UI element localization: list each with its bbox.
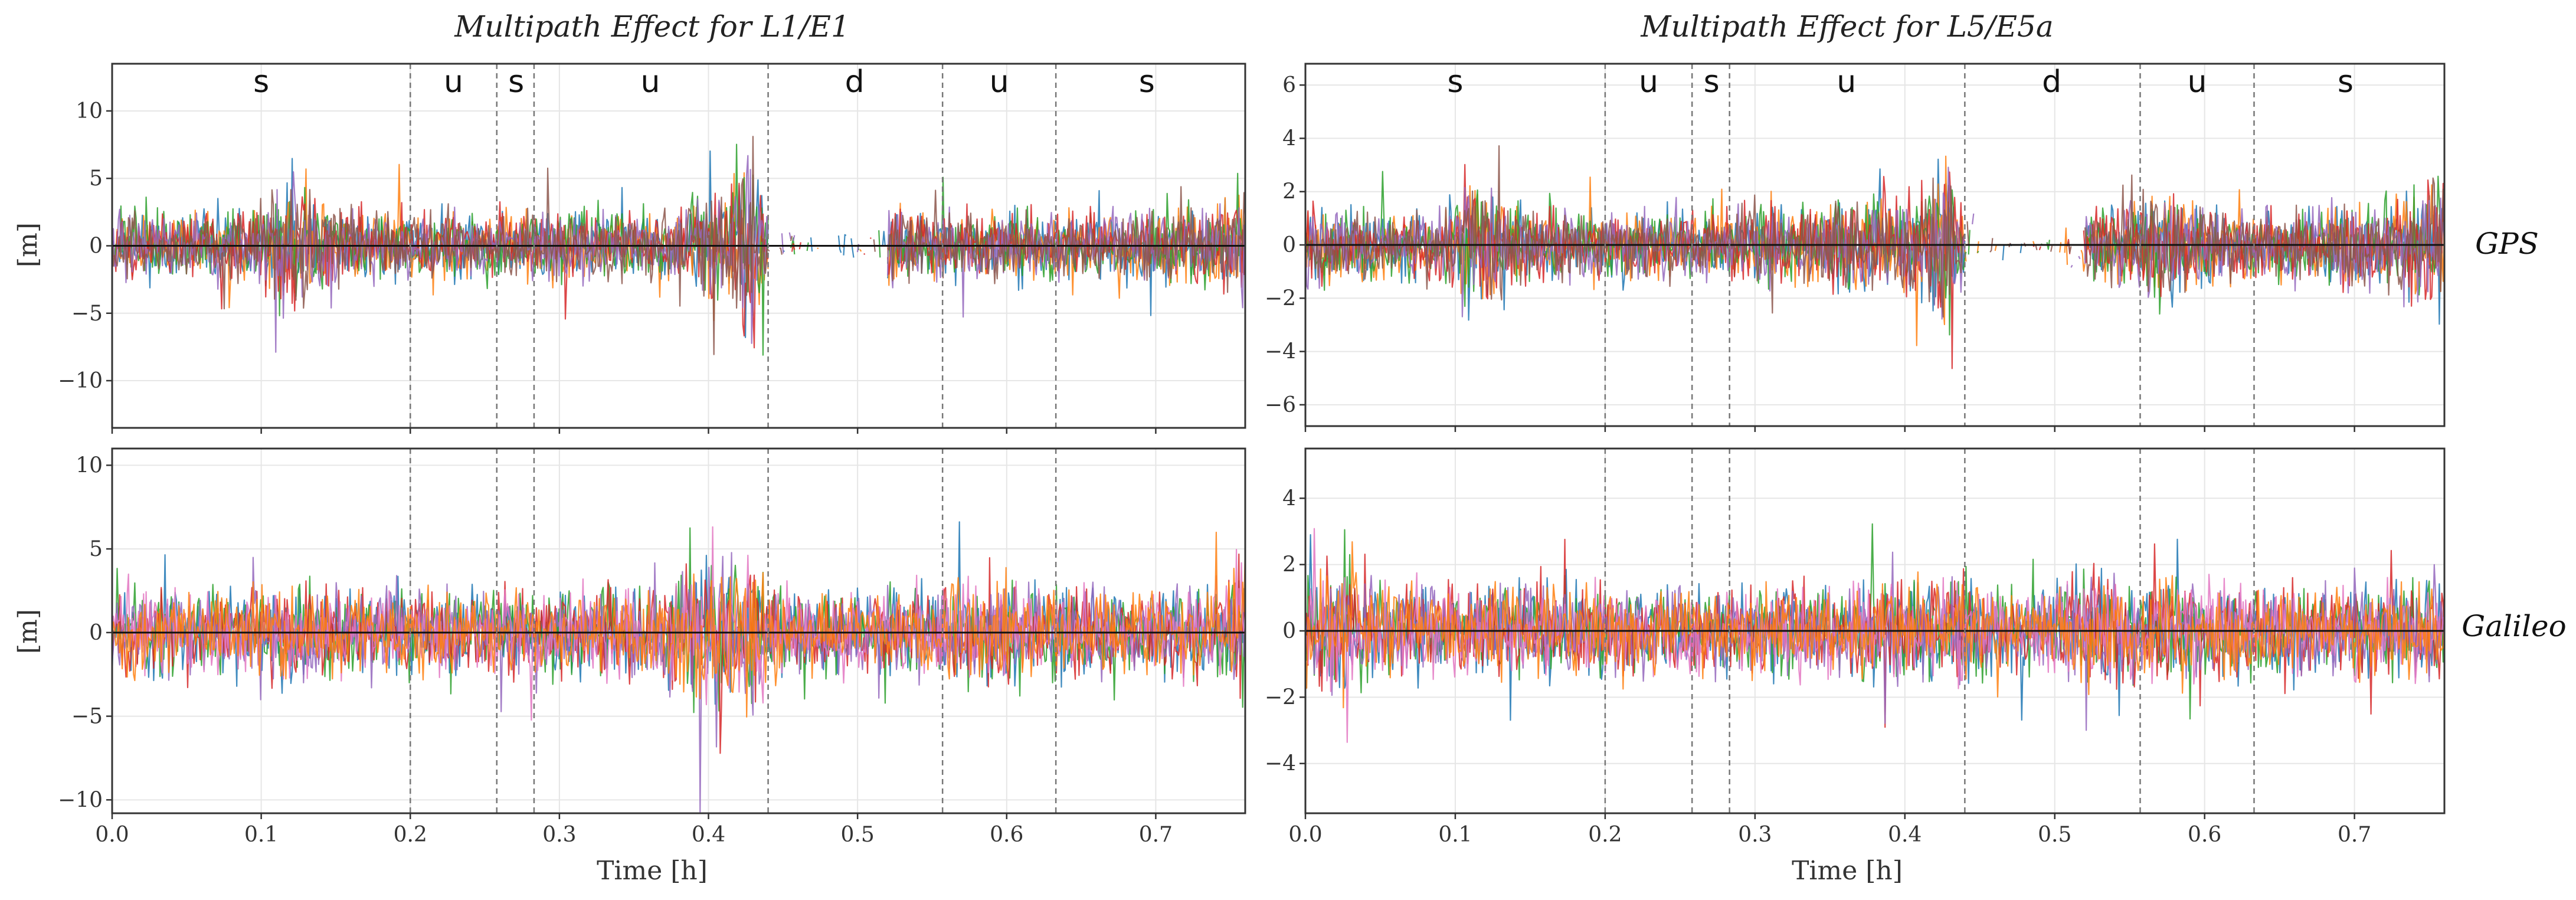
y-axis-label-top: [m] [13,222,43,267]
x-tick-label: 0.7 [1139,823,1173,847]
y-tick-label: −5 [71,705,103,729]
y-tick-label: 0 [89,621,103,645]
y-tick-label: 0 [1282,233,1296,257]
x-tick-label: 0.2 [394,823,427,847]
region-label: u [1837,64,1856,100]
row-label-gps: GPS [2475,227,2539,261]
x-tick-label: 0.4 [692,823,725,847]
x-tick-label: 0.1 [1438,823,1472,847]
y-tick-label: 10 [76,453,103,477]
x-tick-label: 0.5 [841,823,875,847]
x-axis-label-left: Time [h] [597,856,708,886]
x-axis-label-right: Time [h] [1792,856,1903,886]
column-title-l1e1: Multipath Effect for L1/E1 [454,9,850,44]
x-tick-label: 0.0 [1288,823,1322,847]
y-tick-label: 4 [1282,486,1296,510]
y-tick-label: 5 [89,537,103,561]
axes-frame [111,447,1246,814]
region-label: u [641,64,660,100]
series-line-sat-red [1305,163,2444,369]
panel-galileo-l1e1: −10 −5 0 5 10 0.0 0.1 0.2 0.3 0.4 0.5 0.6 0.7 [58,447,1246,847]
y-tick-label: −4 [1265,340,1296,364]
region-label: s [508,64,524,100]
y-tick-label: −10 [58,788,103,812]
region-label: s [1447,64,1463,100]
y-tick-label: −10 [58,369,103,393]
column-title-l5e5a: Multipath Effect for L5/E5a [1640,9,2053,44]
x-tick-label: 0.5 [2038,823,2071,847]
region-label: u [2188,64,2207,100]
y-tick-label: −5 [71,302,103,326]
region-label: d [845,64,865,100]
y-tick-label: 2 [1282,553,1296,577]
x-tick-label: 0.1 [244,823,278,847]
region-label: u [1639,64,1658,100]
y-tick-label: 0 [89,234,103,258]
panel-gps-l5e5a: s u s u d u s −6 −4 −2 0 2 4 6 [1265,63,2446,432]
x-tick-label: 0.3 [1738,823,1772,847]
region-label: d [2042,64,2061,100]
x-tick-label: 0.6 [990,823,1023,847]
x-tick-label: 0.2 [1588,823,1622,847]
y-axis-label-bottom: [m] [13,609,43,654]
y-tick-label: 4 [1282,126,1296,150]
x-tick-label: 0.0 [95,823,129,847]
panel-gps-l1e1: s u s u d u s −10 −5 0 5 10 [58,63,1246,434]
y-tick-label: −2 [1265,286,1296,310]
y-tick-label: −6 [1265,393,1296,417]
y-tick-label: −4 [1265,752,1296,776]
region-label: s [2338,64,2354,100]
y-tick-label: 5 [89,166,103,191]
y-tick-label: 0 [1282,619,1296,643]
y-tick-label: −2 [1265,685,1296,709]
y-tick-label: 6 [1282,73,1296,97]
x-tick-label: 0.4 [1888,823,1922,847]
panel-galileo-l5e5a: −4 −2 0 2 4 0.0 0.1 0.2 0.3 0.4 0.5 0.6 0.7 [1265,447,2446,847]
region-label: u [990,64,1009,100]
region-label: s [253,64,269,100]
row-label-galileo: Galileo [2462,609,2566,643]
y-tick-label: 10 [76,99,103,123]
x-tick-label: 0.3 [542,823,576,847]
region-label: s [1139,64,1155,100]
x-tick-label: 0.6 [2188,823,2221,847]
region-label: u [444,64,463,100]
x-tick-label: 0.7 [2338,823,2371,847]
region-label: s [1704,64,1720,100]
y-tick-label: 2 [1282,180,1296,204]
